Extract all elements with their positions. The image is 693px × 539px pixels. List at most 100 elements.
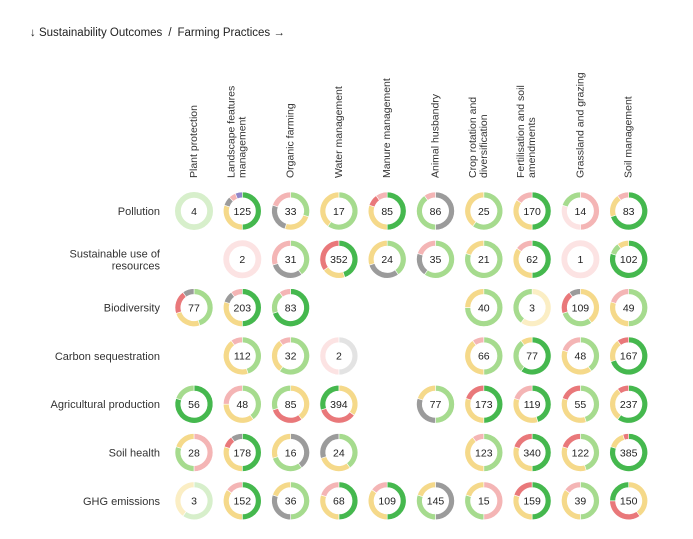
- matrix-cell[interactable]: 32: [271, 336, 310, 376]
- matrix-cell[interactable]: 15: [464, 481, 504, 521]
- column-header-line: Animal husbandry: [430, 93, 442, 178]
- donut-segment: [513, 433, 533, 449]
- donut-segment: [174, 191, 213, 230]
- matrix-cell[interactable]: 77: [512, 336, 552, 376]
- matrix-cell[interactable]: 66: [464, 336, 504, 376]
- matrix-cell[interactable]: 31: [271, 239, 310, 279]
- matrix-cell[interactable]: 125: [223, 191, 262, 231]
- matrix-cell[interactable]: 385: [609, 433, 648, 472]
- matrix-cell[interactable]: 340: [512, 433, 552, 472]
- column-header-organic-farming: Organic farming: [285, 103, 297, 178]
- donut-segment: [465, 239, 485, 256]
- matrix-cell[interactable]: 4: [174, 191, 213, 230]
- matrix-cell[interactable]: 159: [512, 481, 552, 521]
- matrix-cell[interactable]: 109: [561, 288, 600, 327]
- matrix-cell[interactable]: 173: [464, 384, 504, 424]
- matrix-cell[interactable]: 1: [561, 240, 600, 279]
- matrix-cell[interactable]: 24: [367, 239, 407, 279]
- donut-segment: [226, 481, 243, 494]
- donut-segment: [272, 191, 291, 208]
- matrix-cell[interactable]: 39: [561, 481, 600, 521]
- donut-segment: [464, 288, 485, 308]
- matrix-cell[interactable]: 35: [416, 239, 455, 279]
- matrix-cell[interactable]: 352: [319, 239, 359, 279]
- donut-segment: [617, 336, 629, 346]
- donut-segment: [271, 433, 291, 459]
- matrix-cell[interactable]: 77: [416, 384, 455, 424]
- matrix-cell[interactable]: 86: [416, 191, 455, 231]
- column-header-line: Plant protection: [188, 105, 200, 178]
- matrix-cell[interactable]: 17: [319, 191, 359, 231]
- matrix-cell[interactable]: 83: [271, 288, 310, 327]
- matrix-cell[interactable]: 36: [271, 481, 310, 521]
- row-label-line: Agricultural production: [51, 399, 160, 411]
- cell-count-label: 170: [523, 206, 541, 218]
- matrix-cell[interactable]: 48: [561, 336, 600, 376]
- donut-segment: [234, 191, 243, 200]
- row-label-carbon-sequestration: Carbon sequestration: [55, 351, 160, 363]
- matrix-cell[interactable]: 203: [223, 288, 262, 327]
- column-header-line: Organic farming: [285, 103, 297, 178]
- matrix-cell[interactable]: 28: [174, 433, 214, 472]
- matrix-cell[interactable]: 16: [271, 433, 310, 472]
- matrix-cell[interactable]: 102: [609, 239, 648, 279]
- matrix-cell[interactable]: 48: [222, 384, 262, 424]
- donut-segment: [472, 336, 485, 346]
- donut-segment: [223, 240, 262, 279]
- donut-segment: [271, 340, 284, 372]
- matrix-cell[interactable]: 83: [609, 191, 648, 231]
- matrix-cell[interactable]: 62: [512, 239, 552, 279]
- matrix-cell[interactable]: 112: [223, 336, 262, 376]
- matrix-cell[interactable]: 145: [416, 481, 455, 521]
- matrix-cell[interactable]: 122: [561, 433, 600, 472]
- donut-segment: [564, 481, 581, 494]
- row-label-line: resources: [112, 260, 161, 272]
- donut-segment: [271, 291, 284, 314]
- breadcrumb-outcomes[interactable]: ↓ Sustainability Outcomes: [30, 27, 163, 39]
- cell-count-label: 55: [575, 399, 587, 411]
- column-header-line: amendments: [526, 117, 538, 178]
- matrix-cell[interactable]: 394: [319, 384, 359, 424]
- matrix-cell[interactable]: 49: [609, 288, 648, 327]
- breadcrumb-separator: /: [168, 27, 172, 39]
- row-label-line: Biodiversity: [104, 303, 161, 315]
- breadcrumb-practices[interactable]: Farming Practices →: [177, 27, 285, 39]
- matrix-cell[interactable]: 85: [271, 384, 310, 424]
- cell-count-label: 48: [575, 351, 587, 363]
- column-header-line: Grassland and grazing: [574, 72, 586, 178]
- matrix-cell[interactable]: 2: [319, 336, 359, 376]
- matrix-cell[interactable]: 68: [319, 481, 359, 521]
- column-header-line: Soil management: [623, 96, 635, 178]
- column-header-line: diversification: [478, 114, 490, 178]
- matrix-cell[interactable]: 56: [174, 384, 214, 424]
- matrix-cell[interactable]: 14: [561, 191, 600, 231]
- matrix-cell[interactable]: 25: [464, 191, 504, 231]
- cell-count-label: 102: [620, 254, 638, 266]
- matrix-cell[interactable]: 33: [271, 191, 310, 231]
- cell-count-label: 49: [623, 302, 635, 314]
- matrix-cell[interactable]: 24: [319, 433, 359, 472]
- donut-segment: [417, 481, 436, 498]
- matrix-cell[interactable]: 3: [174, 481, 214, 521]
- matrix-cell[interactable]: 3: [512, 288, 552, 327]
- matrix-cell[interactable]: 178: [223, 433, 262, 472]
- donut-segment: [610, 288, 629, 304]
- donut-segment: [609, 481, 629, 502]
- matrix-cell[interactable]: 85: [367, 191, 407, 231]
- matrix-cell[interactable]: 119: [512, 384, 552, 424]
- matrix-cell[interactable]: 237: [609, 384, 648, 424]
- matrix-cell[interactable]: 21: [464, 239, 504, 279]
- row-label-line: GHG emissions: [83, 496, 161, 508]
- donut-segment: [561, 384, 581, 401]
- matrix-cell[interactable]: 109: [367, 481, 407, 521]
- matrix-cell[interactable]: 77: [174, 288, 214, 327]
- matrix-cell[interactable]: 40: [464, 288, 504, 327]
- matrix-cell[interactable]: 55: [561, 384, 600, 424]
- cell-count-label: 86: [430, 206, 442, 218]
- matrix-cell[interactable]: 150: [609, 481, 648, 521]
- matrix-cell[interactable]: 123: [464, 433, 504, 472]
- matrix-cell[interactable]: 2: [223, 240, 262, 279]
- matrix-cell[interactable]: 170: [512, 191, 552, 231]
- matrix-cell[interactable]: 167: [609, 336, 648, 376]
- matrix-cell[interactable]: 152: [223, 481, 262, 521]
